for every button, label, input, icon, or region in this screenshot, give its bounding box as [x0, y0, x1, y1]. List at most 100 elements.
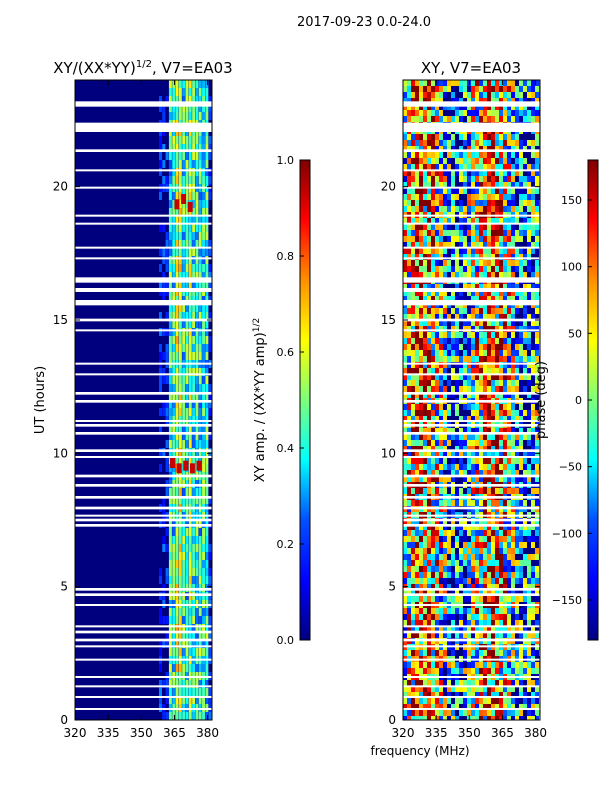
- phase-cell: [423, 350, 427, 356]
- phase-cell: [419, 320, 423, 326]
- phase-cell: [435, 590, 439, 596]
- phase-cell: [443, 710, 447, 716]
- phase-cell: [467, 680, 471, 686]
- amplitude-cell: [202, 488, 206, 496]
- phase-cell: [483, 704, 487, 710]
- phase-cell: [495, 710, 499, 716]
- phase-cell: [455, 464, 459, 470]
- phase-cell: [415, 380, 419, 386]
- phase-cell: [435, 356, 439, 362]
- phase-cell: [423, 434, 427, 440]
- phase-cell: [443, 620, 447, 626]
- phase-cell: [427, 716, 431, 720]
- phase-cell: [431, 152, 435, 158]
- phase-cell: [519, 614, 523, 620]
- phase-cell: [523, 188, 527, 194]
- phase-cell: [435, 410, 439, 416]
- amplitude-cell: [175, 272, 179, 280]
- amplitude-cell: [175, 440, 179, 448]
- phase-cell: [495, 470, 499, 476]
- amplitude-cell: [205, 88, 209, 96]
- amplitude-cell: [165, 408, 169, 416]
- phase-cell: [491, 698, 495, 704]
- phase-cell: [479, 404, 483, 410]
- amplitude-cell: [172, 88, 176, 96]
- phase-cell: [483, 326, 487, 332]
- phase-cell: [503, 200, 507, 206]
- amplitude-cell: [202, 432, 206, 440]
- phase-cell: [507, 188, 511, 194]
- amplitude-cell: [185, 112, 189, 120]
- phase-cell: [427, 350, 431, 356]
- amplitude-cell: [202, 696, 206, 704]
- phase-cell: [467, 530, 471, 536]
- phase-cell: [535, 350, 539, 356]
- amplitude-cell: [195, 576, 199, 584]
- phase-cell: [507, 248, 511, 254]
- phase-cell: [487, 362, 491, 368]
- phase-cell: [535, 452, 539, 458]
- phase-cell: [519, 104, 523, 110]
- phase-cell: [531, 536, 535, 542]
- phase-cell: [451, 698, 455, 704]
- phase-cell: [507, 584, 511, 590]
- phase-cell: [483, 608, 487, 614]
- phase-cell: [471, 650, 475, 656]
- phase-cell: [479, 632, 483, 638]
- phase-cell: [503, 218, 507, 224]
- amplitude-cell: [185, 136, 189, 144]
- phase-cell: [495, 230, 499, 236]
- amplitude-cell: [205, 272, 209, 280]
- amplitude-cell: [172, 440, 176, 448]
- phase-cell: [415, 716, 419, 720]
- amplitude-cell: [175, 144, 179, 152]
- amplitude-cell: [168, 272, 172, 280]
- phase-cell: [471, 332, 475, 338]
- phase-cell: [491, 110, 495, 116]
- phase-cell: [535, 632, 539, 638]
- phase-cell: [487, 86, 491, 92]
- amplitude-cell: [195, 232, 199, 240]
- flagged-row: [75, 676, 212, 678]
- amplitude-cell: [162, 712, 166, 720]
- phase-cell: [467, 176, 471, 182]
- flagged-row: [75, 496, 212, 499]
- phase-cell: [499, 152, 503, 158]
- phase-cell: [471, 338, 475, 344]
- amplitude-cell: [195, 696, 199, 704]
- phase-cell: [487, 152, 491, 158]
- amplitude-cell: [188, 688, 192, 696]
- phase-cell: [435, 716, 439, 720]
- phase-cell: [503, 230, 507, 236]
- phase-cell: [527, 650, 531, 656]
- phase-cell: [407, 320, 411, 326]
- amplitude-cell: [188, 344, 192, 352]
- amplitude-cell: [202, 440, 206, 448]
- phase-cell: [519, 470, 523, 476]
- phase-cell: [499, 188, 503, 194]
- phase-cell: [403, 332, 407, 338]
- amplitude-cell: [168, 688, 172, 696]
- phase-cell: [487, 332, 491, 338]
- phase-cell: [411, 218, 415, 224]
- phase-cell: [403, 254, 407, 260]
- phase-cell: [447, 230, 451, 236]
- amplitude-cell: [188, 712, 192, 720]
- phase-cell: [447, 218, 451, 224]
- phase-cell: [463, 440, 467, 446]
- phase-cell: [463, 176, 467, 182]
- phase-cell: [443, 320, 447, 326]
- phase-cell: [499, 164, 503, 170]
- phase-cell: [439, 608, 443, 614]
- phase-cell: [407, 476, 411, 482]
- phase-cell: [499, 170, 503, 176]
- phase-cell: [535, 170, 539, 176]
- phase-cell: [459, 224, 463, 230]
- phase-cell: [491, 566, 495, 572]
- phase-cell: [499, 566, 503, 572]
- phase-cell: [479, 542, 483, 548]
- phase-cell: [439, 404, 443, 410]
- phase-cell: [439, 590, 443, 596]
- amplitude-cell: [188, 536, 192, 544]
